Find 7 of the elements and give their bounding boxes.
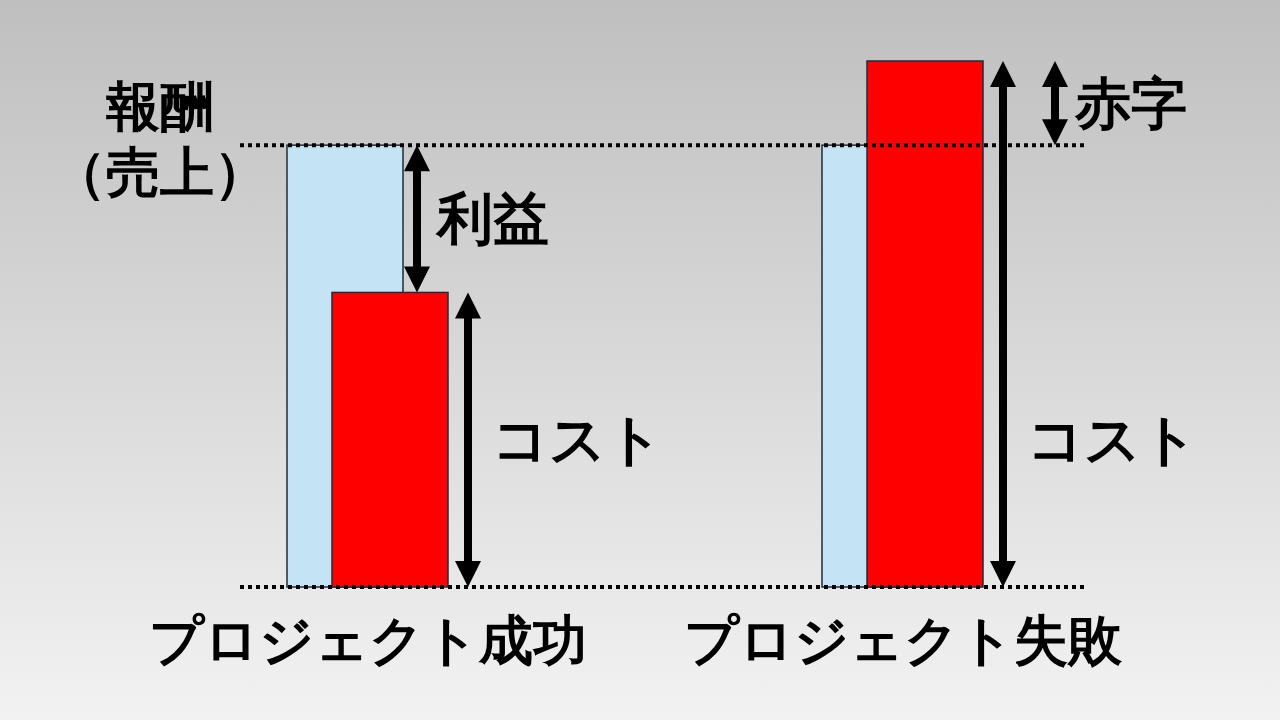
- ref-line-label: 報酬（売上）: [52, 74, 268, 204]
- x-tick-label: プロジェクト失敗: [683, 608, 1123, 672]
- annotation: 赤字: [1074, 70, 1187, 136]
- annotation: コスト: [492, 407, 663, 473]
- x-tick-label: プロジェクト成功: [148, 608, 587, 672]
- annotation: コスト: [1027, 407, 1198, 473]
- annotation: 利益: [435, 186, 549, 252]
